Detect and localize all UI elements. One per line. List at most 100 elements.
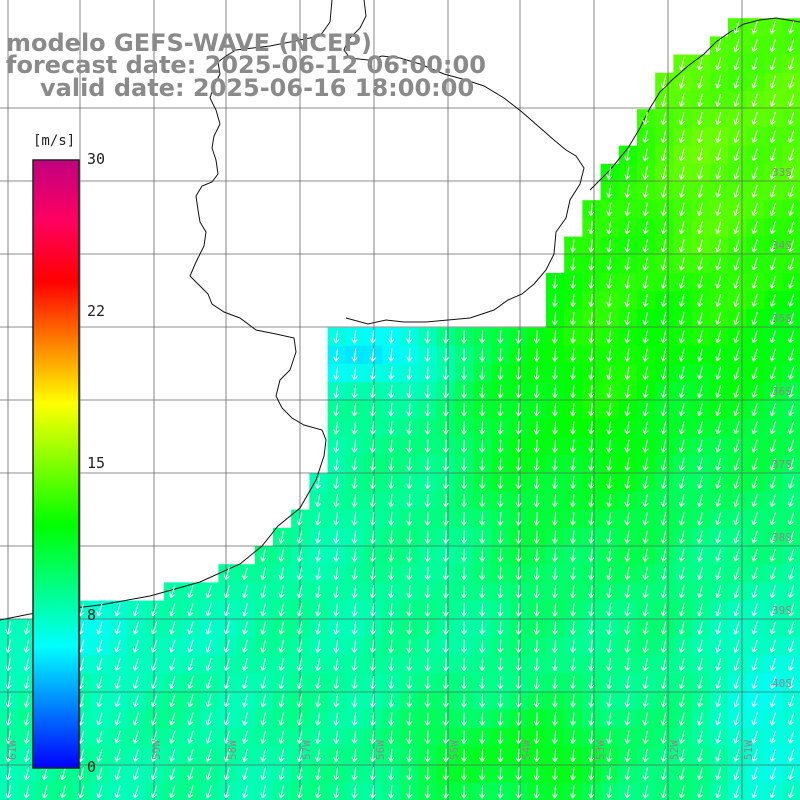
wind-arrow — [715, 785, 722, 799]
wind-arrow — [678, 785, 685, 799]
wind-arrow — [533, 675, 540, 690]
wind-arrow — [515, 712, 522, 726]
wind-arrow — [660, 202, 667, 216]
wind-arrow — [787, 384, 795, 398]
wind-arrow — [751, 676, 758, 690]
wind-arrow — [697, 166, 704, 180]
wind-arrow — [787, 20, 795, 34]
wind-arrow — [442, 348, 449, 362]
wind-arrow — [606, 330, 613, 344]
wind-arrow — [5, 730, 12, 744]
wind-arrow — [697, 330, 704, 344]
wind-arrow — [606, 257, 613, 271]
wind-arrow — [606, 348, 613, 362]
wind-arrow — [351, 639, 358, 653]
wind-arrow — [351, 457, 358, 471]
wind-arrow — [697, 239, 704, 253]
wind-arrow — [733, 221, 740, 235]
wind-arrow — [479, 548, 486, 562]
wind-arrow — [333, 548, 340, 562]
wind-arrow — [660, 475, 667, 489]
wind-arrow — [588, 639, 595, 653]
wind-arrow — [515, 421, 522, 435]
latitude-label: 36S — [772, 385, 792, 398]
wind-arrow — [315, 475, 322, 490]
wind-arrow — [697, 621, 704, 635]
wind-arrow — [223, 730, 230, 744]
wind-arrow — [769, 130, 776, 144]
wind-arrow — [606, 384, 613, 399]
wind-arrow — [733, 730, 740, 744]
wind-arrow — [642, 275, 649, 289]
wind-arrow — [442, 530, 449, 544]
wind-arrow — [769, 111, 776, 125]
wind-arrow — [369, 402, 376, 417]
wind-arrow — [388, 621, 395, 635]
wind-arrow — [642, 785, 649, 799]
wind-arrow — [697, 202, 704, 216]
wind-arrow — [460, 639, 468, 653]
wind-arrow — [169, 730, 176, 744]
wind-arrow — [787, 457, 795, 471]
wind-arrow — [132, 730, 139, 744]
wind-arrow — [242, 621, 249, 635]
wind-arrow — [114, 694, 121, 708]
wind-arrow — [551, 694, 558, 708]
wind-arrow — [424, 694, 431, 708]
wind-arrow — [624, 603, 631, 617]
wind-arrow — [678, 548, 685, 562]
wind-arrow — [660, 384, 667, 398]
wind-arrow — [697, 475, 704, 489]
wind-arrow — [406, 384, 413, 399]
wind-arrow — [205, 694, 212, 708]
wind-arrow — [624, 530, 631, 544]
wind-arrow — [424, 639, 431, 653]
wind-arrow — [697, 348, 704, 362]
wind-arrow — [624, 585, 631, 599]
wind-arrow — [642, 475, 649, 490]
wind-arrow — [569, 584, 577, 599]
wind-arrow — [551, 439, 558, 453]
wind-arrow — [733, 166, 740, 180]
wind-arrow — [787, 130, 795, 144]
wind-arrow — [642, 148, 649, 162]
wind-arrow — [569, 257, 577, 271]
latitude-label: 39S — [772, 604, 792, 617]
wind-arrow — [588, 257, 595, 271]
wind-arrow — [733, 293, 740, 307]
wind-arrow — [678, 275, 685, 289]
wind-arrow — [479, 639, 486, 653]
wind-arrow — [697, 184, 704, 198]
wind-arrow — [296, 676, 303, 690]
wind-arrow — [588, 312, 595, 326]
wind-arrow — [351, 785, 358, 799]
wind-arrow — [606, 403, 613, 417]
wind-arrow — [187, 621, 194, 635]
wind-arrow — [223, 621, 230, 635]
wind-arrow — [588, 512, 595, 526]
wind-arrow — [733, 184, 740, 198]
wind-arrow — [660, 75, 667, 89]
wind-arrow — [751, 730, 758, 744]
wind-arrow — [697, 639, 704, 653]
wind-arrow — [606, 494, 613, 508]
wind-arrow — [223, 694, 230, 708]
wind-arrow — [497, 475, 504, 490]
wind-arrow — [660, 748, 667, 762]
wind-arrow — [296, 566, 303, 581]
wind-arrow — [351, 439, 358, 453]
wind-arrow — [678, 457, 685, 471]
wind-arrow — [315, 767, 322, 781]
wind-arrow — [733, 712, 740, 726]
wind-arrow — [78, 785, 85, 799]
wind-arrow — [660, 330, 667, 344]
wind-arrow — [751, 184, 758, 198]
wind-arrow — [588, 439, 595, 453]
wind-arrow — [569, 694, 577, 708]
wind-arrow — [442, 475, 449, 490]
wind-arrow — [424, 730, 431, 744]
wind-arrow — [497, 402, 504, 417]
wind-arrow — [260, 639, 267, 653]
wind-arrow — [333, 767, 340, 781]
